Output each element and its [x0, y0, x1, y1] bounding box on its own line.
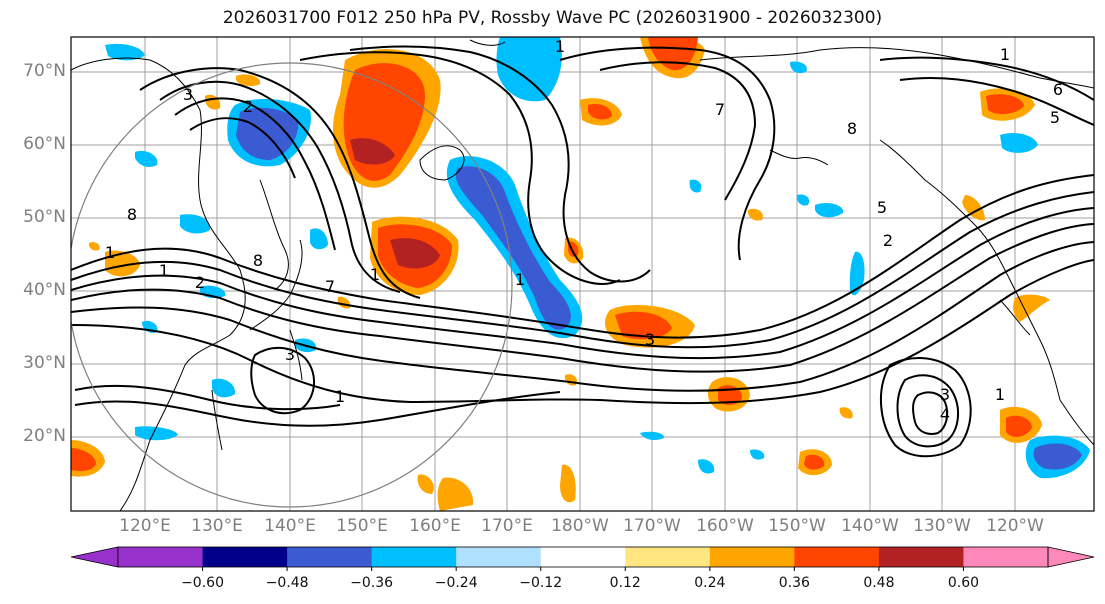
- contour-label: 6: [1053, 80, 1063, 99]
- contour-label: 7: [325, 277, 335, 296]
- latitude-label: 30°N: [23, 353, 66, 373]
- longitude-label: 180°W: [551, 516, 609, 536]
- contour-label: 3: [645, 330, 655, 349]
- contour-label: 4: [940, 405, 950, 424]
- longitude-label: 150°W: [768, 516, 826, 536]
- longitude-label: 140°E: [264, 516, 316, 536]
- latitude-label: 20°N: [23, 426, 66, 446]
- colorbar-tick-label: 0.60: [947, 575, 980, 591]
- contour-label: 5: [877, 198, 887, 217]
- latitude-label: 50°N: [23, 207, 66, 227]
- colorbar-tick-label: −0.36: [350, 575, 394, 591]
- contour-label: 3: [183, 85, 193, 104]
- contour-label: 1: [515, 270, 525, 289]
- latitude-label: 60°N: [23, 134, 66, 154]
- contour-label: 1: [995, 385, 1005, 404]
- longitude-label: 170°E: [481, 516, 533, 536]
- colorbar-tick-label: 0.12: [609, 575, 641, 591]
- longitude-label: 130°E: [191, 516, 243, 536]
- longitude-label: 160°W: [696, 516, 754, 536]
- contour-label: 8: [253, 251, 263, 270]
- longitude-label: 140°W: [841, 516, 899, 536]
- colorbar-tick-label: 0.36: [778, 575, 810, 591]
- map-title: 2026031700 F012 250 hPa PV, Rossby Wave …: [222, 8, 883, 28]
- contour-label: 3: [285, 345, 295, 364]
- colorbar-tick-label: 0.48: [863, 575, 895, 591]
- coastlines: [71, 39, 1094, 511]
- contour-label: 8: [127, 205, 137, 224]
- contour-label: 7: [715, 100, 725, 119]
- colorbar-tick-label: −0.60: [181, 575, 224, 591]
- contour-label: 8: [847, 119, 857, 138]
- contour-label: 1: [335, 387, 345, 406]
- pv-positive-shading: [71, 37, 1050, 511]
- pv-negative-shading: [105, 37, 1090, 479]
- colorbar-tick-label: −0.12: [519, 575, 563, 591]
- colorbar-tick-label: 0.24: [694, 575, 726, 591]
- colorbar-tick-label: −0.48: [265, 575, 309, 591]
- longitude-label: 130°W: [913, 516, 971, 536]
- range-ring: [71, 62, 513, 508]
- longitude-label: 120°E: [119, 516, 171, 536]
- contour-label: 1: [1000, 45, 1010, 64]
- contour-label: 2: [195, 273, 205, 292]
- contour-label: 2: [243, 97, 253, 116]
- longitude-label: 170°W: [623, 516, 681, 536]
- contour-label: 1: [370, 265, 380, 284]
- longitude-label: 150°E: [336, 516, 388, 536]
- contour-label: 1: [105, 243, 115, 262]
- longitude-label: 160°E: [409, 516, 461, 536]
- contour-label: 3: [940, 385, 950, 404]
- map-frame: [70, 36, 1095, 512]
- colorbar-tick-label: −0.24: [434, 575, 478, 591]
- longitude-label: 120°W: [986, 516, 1044, 536]
- latitude-label: 70°N: [23, 61, 66, 81]
- contour-label: 2: [883, 231, 893, 250]
- contour-label: 1: [159, 261, 169, 280]
- latitude-label: 40°N: [23, 280, 66, 300]
- contour-label: 1: [555, 37, 565, 56]
- contour-label: 5: [1050, 108, 1060, 127]
- pv-contours: [71, 45, 1094, 458]
